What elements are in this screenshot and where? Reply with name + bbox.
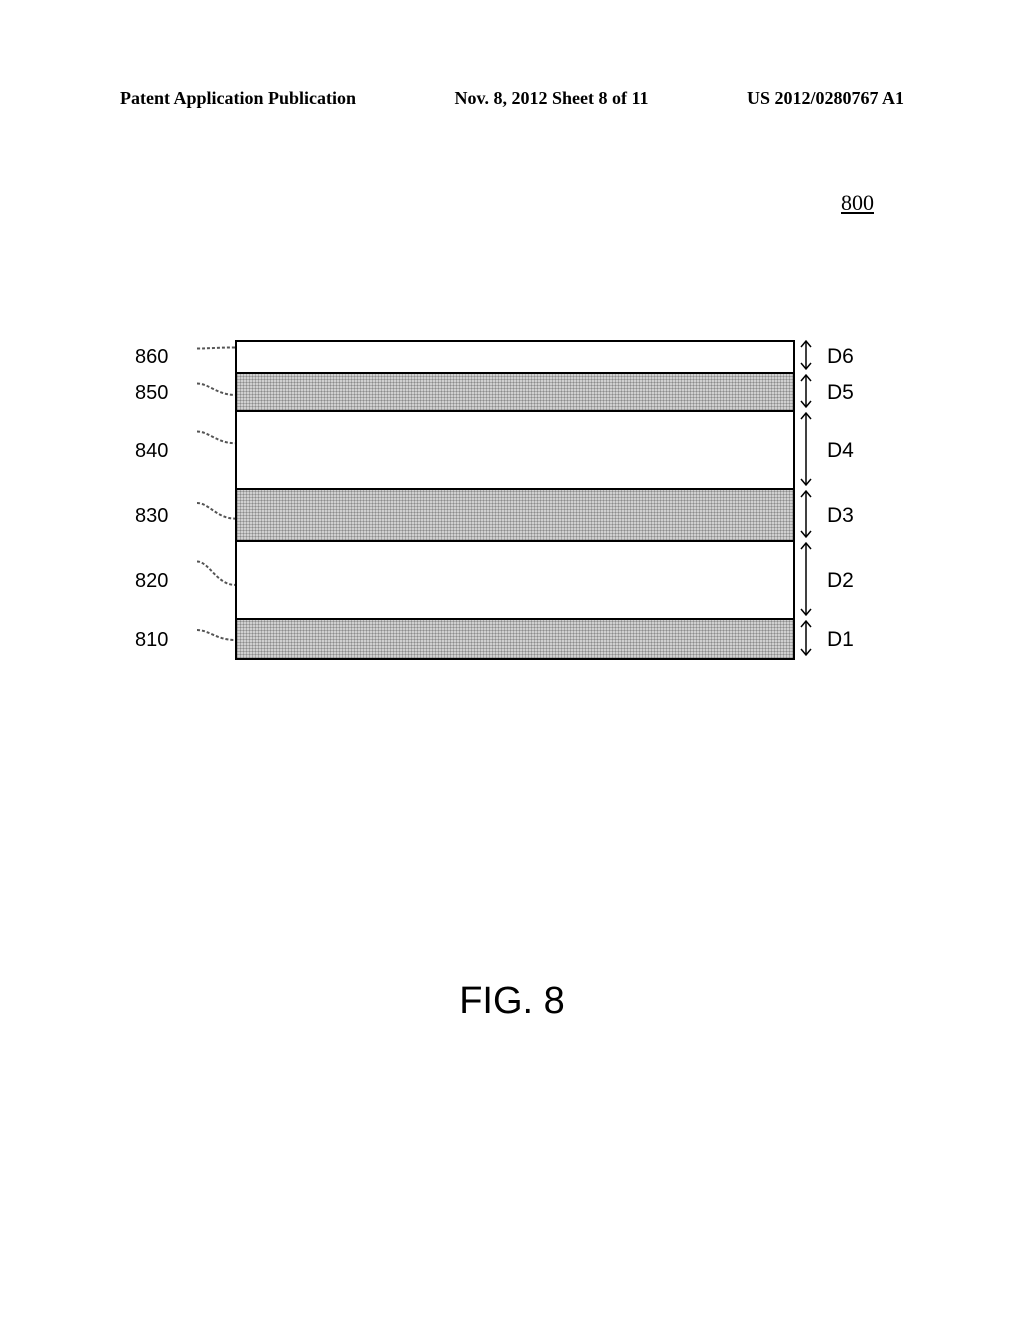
layer-box [235, 620, 795, 660]
dimension-annotation: D2 [795, 542, 875, 620]
layer-row-840: 840 D4 [135, 412, 915, 490]
lead-line-icon [195, 412, 235, 490]
page: Patent Application Publication Nov. 8, 2… [0, 0, 1024, 1320]
dimension-label: D3 [827, 504, 854, 528]
dimension-label: D6 [827, 345, 854, 369]
dimension-label: D5 [827, 381, 854, 405]
layer-box [235, 542, 795, 620]
lead-line-icon [195, 490, 235, 542]
dimension-annotation: D3 [795, 490, 875, 542]
layer-box [235, 374, 795, 412]
layer-row-830: 830 D3 [135, 490, 915, 542]
header-right: US 2012/0280767 A1 [747, 88, 904, 109]
layer-stack-diagram: 860 D6 850 D5 840 D4 830 D3 820 D2 810 D1 [135, 340, 915, 660]
layer-box [235, 490, 795, 542]
dimension-label: D2 [827, 569, 854, 593]
dimension-arrow-icon [795, 372, 819, 415]
layer-id-label: 810 [135, 629, 195, 652]
page-header: Patent Application Publication Nov. 8, 2… [120, 88, 904, 109]
layer-box [235, 412, 795, 490]
dimension-arrow-icon [795, 488, 819, 545]
dimension-label: D4 [827, 439, 854, 463]
lead-line-icon [195, 620, 235, 660]
dimension-arrow-icon [795, 410, 819, 493]
layer-id-label: 820 [135, 570, 195, 593]
lead-line-icon [195, 374, 235, 412]
layer-row-820: 820 D2 [135, 542, 915, 620]
lead-line-icon [195, 340, 235, 374]
layer-id-label: 840 [135, 440, 195, 463]
lead-line-icon [195, 542, 235, 620]
header-center: Nov. 8, 2012 Sheet 8 of 11 [454, 88, 648, 109]
header-left: Patent Application Publication [120, 88, 356, 109]
layer-id-label: 860 [135, 346, 195, 369]
layer-row-850: 850 D5 [135, 374, 915, 412]
layer-box [235, 340, 795, 374]
dimension-annotation: D5 [795, 374, 875, 412]
dimension-label: D1 [827, 628, 854, 652]
layer-row-860: 860 D6 [135, 340, 915, 374]
figure-caption: FIG. 8 [0, 980, 1024, 1023]
dimension-arrow-icon [795, 540, 819, 623]
dimension-arrow-icon [795, 618, 819, 663]
layer-id-label: 830 [135, 505, 195, 528]
layer-id-label: 850 [135, 382, 195, 405]
layer-row-810: 810 D1 [135, 620, 915, 660]
dimension-annotation: D4 [795, 412, 875, 490]
dimension-annotation: D1 [795, 620, 875, 660]
figure-reference-number: 800 [841, 190, 874, 216]
dimension-annotation: D6 [795, 340, 875, 374]
